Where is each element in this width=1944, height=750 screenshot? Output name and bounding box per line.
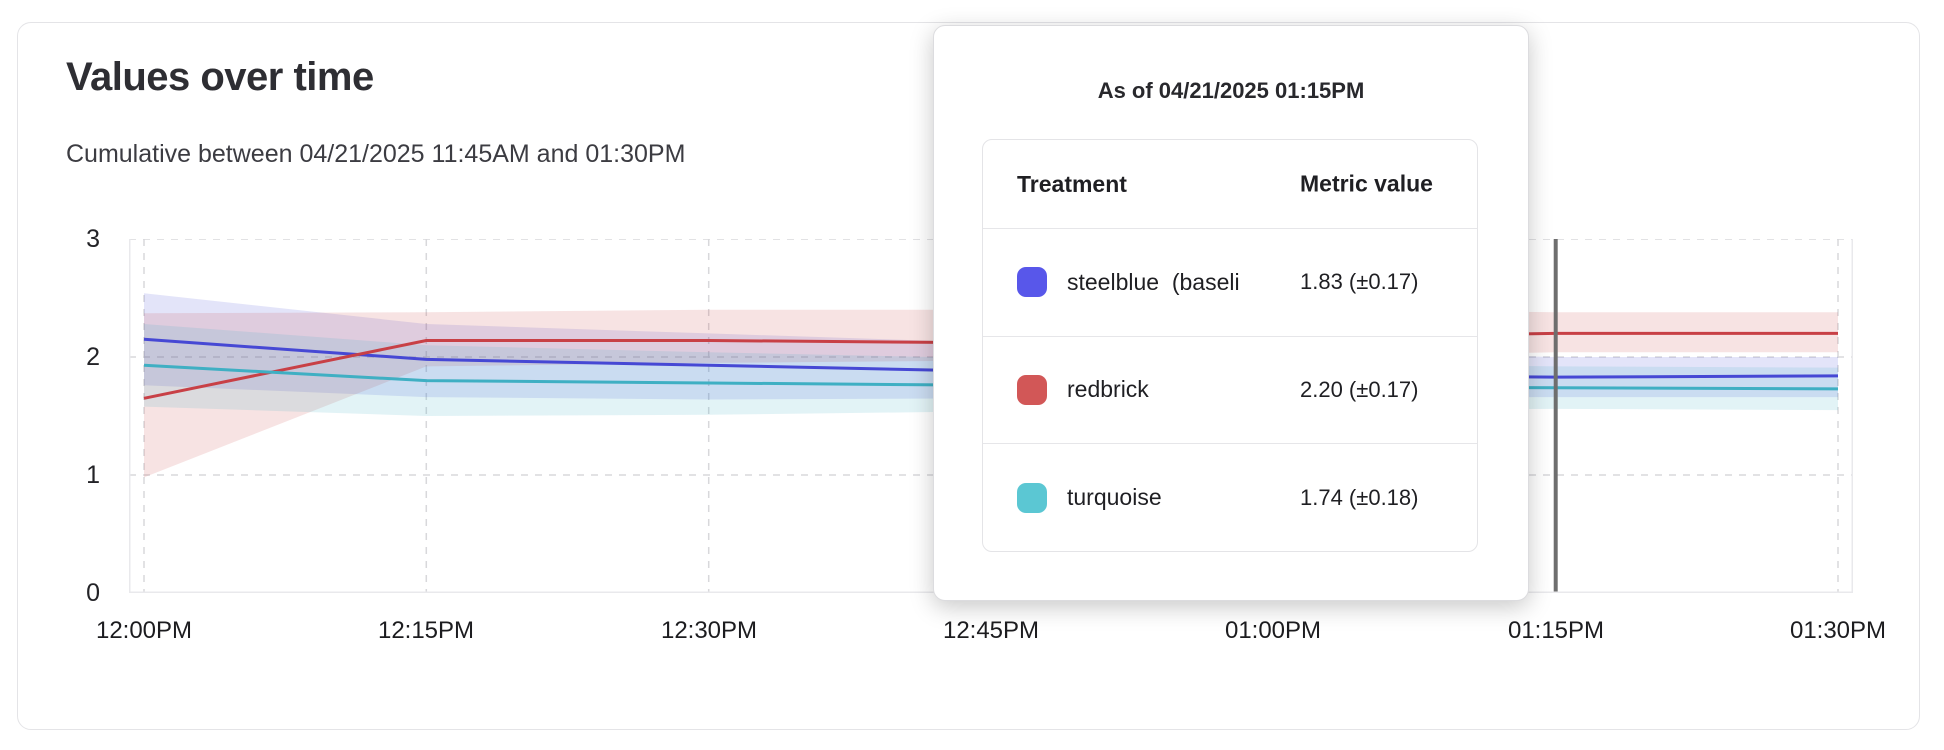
y-tick-label: 3 (86, 225, 100, 253)
treatment-name: steelblue (baseli (1067, 268, 1240, 295)
series-color-swatch (1017, 267, 1047, 298)
y-tick-label: 0 (86, 579, 100, 607)
table-row: turquoise 1.74 (±0.18) (983, 443, 1477, 551)
y-tick-label: 2 (86, 343, 100, 371)
metric-value: 1.83 (±0.17) (1300, 269, 1419, 295)
x-tick-label: 01:30PM (1789, 617, 1887, 644)
series-color-swatch (1017, 482, 1047, 513)
x-tick-label: 12:00PM (95, 617, 193, 644)
page-title: Values over time (66, 55, 374, 99)
chart-tooltip: As of 04/21/2025 01:15PM Treatment Metri… (933, 25, 1529, 601)
x-tick-label: 12:15PM (377, 617, 475, 644)
x-tick-label: 01:15PM (1507, 617, 1605, 644)
tooltip-title: As of 04/21/2025 01:15PM (1097, 78, 1365, 103)
table-row: steelblue (baseli 1.83 (±0.17) (983, 228, 1477, 336)
metric-value: 1.74 (±0.18) (1300, 484, 1419, 510)
tooltip-table-header: Treatment Metric value (983, 140, 1477, 228)
treatment-name: turquoise (1067, 484, 1162, 511)
column-header-metric-value: Metric value (1300, 170, 1433, 197)
series-color-swatch (1017, 374, 1047, 405)
x-tick-label: 12:30PM (660, 617, 758, 644)
x-tick-label: 01:00PM (1224, 617, 1322, 644)
y-tick-label: 1 (86, 461, 100, 489)
treatment-name: redbrick (1067, 376, 1149, 403)
chart-card: Values over time Cumulative between 04/2… (17, 22, 1920, 730)
tooltip-table: Treatment Metric value steelblue (baseli… (982, 139, 1478, 552)
table-row: redbrick 2.20 (±0.17) (983, 335, 1477, 444)
metric-value: 2.20 (±0.17) (1300, 376, 1419, 402)
x-tick-label: 12:45PM (942, 617, 1040, 644)
chart-subtitle: Cumulative between 04/21/2025 11:45AM an… (66, 140, 686, 168)
column-header-treatment: Treatment (1017, 170, 1127, 197)
